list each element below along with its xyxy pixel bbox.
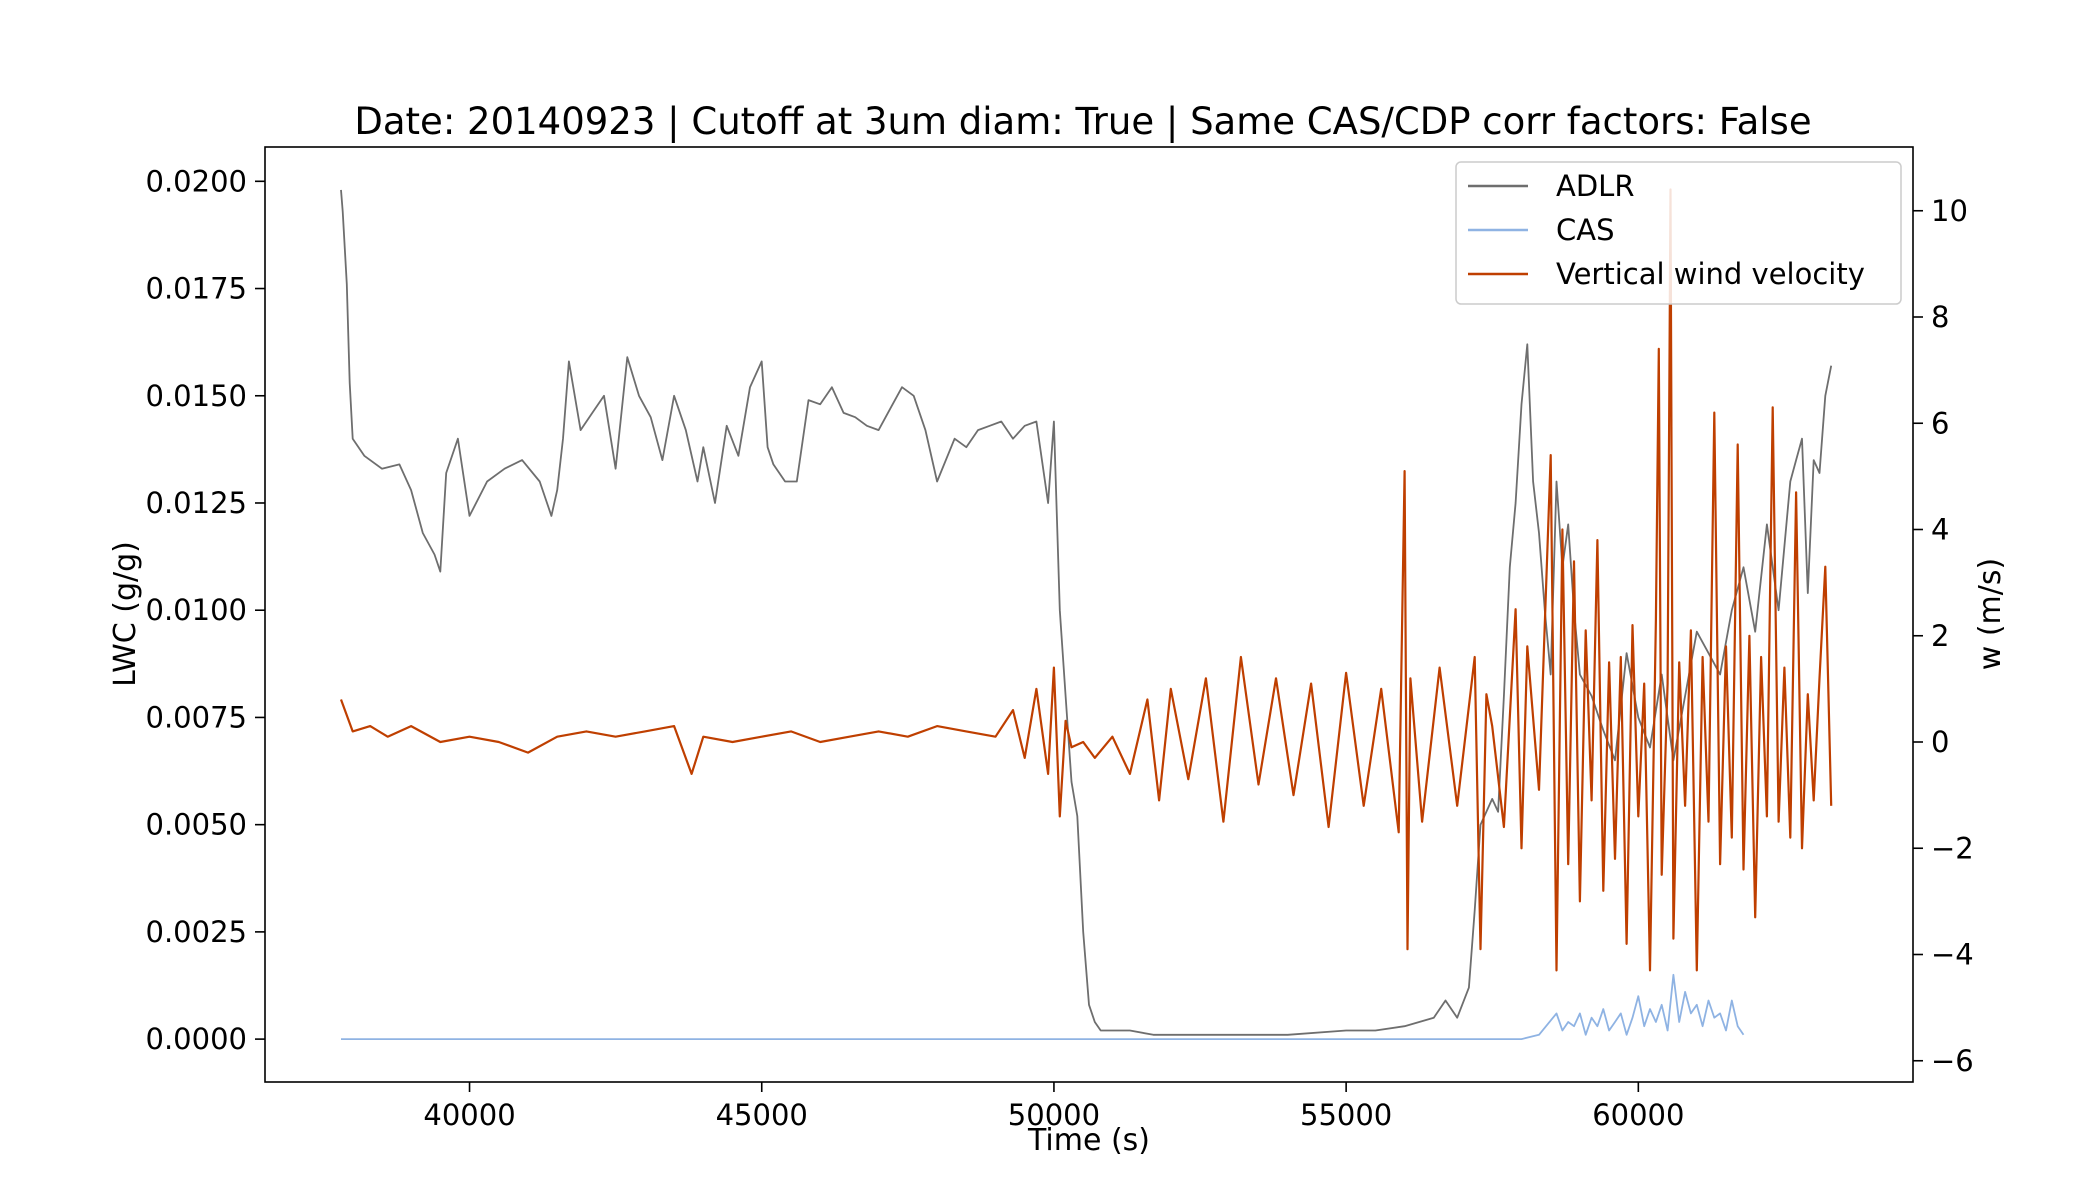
- y2-tick-label: 0: [1931, 725, 1949, 759]
- y2-tick-label: 4: [1931, 513, 1949, 547]
- y2-tick-label: 2: [1931, 619, 1949, 653]
- y-axis-label: LWC (g/g): [108, 541, 143, 687]
- plot-area: [264, 146, 1914, 1083]
- y2-axis-label: w (m/s): [1973, 558, 2008, 670]
- x-tick-label: 45000: [716, 1098, 808, 1132]
- y2-tick-label: 10: [1931, 194, 1968, 228]
- y-tick-label: 0.0100: [146, 593, 247, 627]
- legend: ADLR CAS Vertical wind velocity: [1455, 161, 1902, 305]
- legend-label-1: ADLR: [1556, 169, 1634, 203]
- y2-tick-label: −2: [1931, 831, 1974, 865]
- chart-title: Date: 20140923 | Cutoff at 3um diam: Tru…: [354, 100, 1811, 143]
- x-tick-label: 40000: [423, 1098, 515, 1132]
- x-tick-label: 55000: [1300, 1098, 1392, 1132]
- legend-box: [1455, 161, 1902, 305]
- y-axis-left: 0.0000 0.0025 0.0050 0.0075 0.0100 0.0125 0.01…: [146, 164, 265, 1056]
- x-tick-label: 60000: [1592, 1098, 1684, 1132]
- y-tick-label: 0.0175: [146, 272, 247, 306]
- legend-label-2: CAS: [1556, 213, 1615, 247]
- y-tick-label: 0.0075: [146, 700, 247, 734]
- series-layer: [339, 188, 1833, 1040]
- x-tick-label: 50000: [1008, 1098, 1100, 1132]
- y-tick-label: 0.0025: [146, 915, 247, 949]
- y-tick-label: 0.0200: [146, 164, 247, 198]
- y2-tick-label: −6: [1931, 1044, 1974, 1078]
- y2-tick-label: 8: [1931, 300, 1949, 334]
- y-tick-label: 0.0000: [146, 1022, 247, 1056]
- x-axis: 40000 45000 50000 55000 60000: [423, 1082, 1684, 1132]
- series-line-1: [340, 189, 1833, 1036]
- y-tick-label: 0.0050: [146, 808, 247, 842]
- y-tick-label: 0.0150: [146, 379, 247, 413]
- x-axis-label: Time (s): [1027, 1123, 1150, 1158]
- series-line-3: [339, 188, 1833, 972]
- legend-label-3: Vertical wind velocity: [1556, 257, 1865, 291]
- y-axis-right: −6 −4 −2 0 2 4 6 8 10: [1913, 194, 1974, 1078]
- y-tick-label: 0.0125: [146, 486, 247, 520]
- y2-tick-label: 6: [1931, 406, 1949, 440]
- y2-tick-label: −4: [1931, 938, 1974, 972]
- series-line-2: [341, 973, 1745, 1040]
